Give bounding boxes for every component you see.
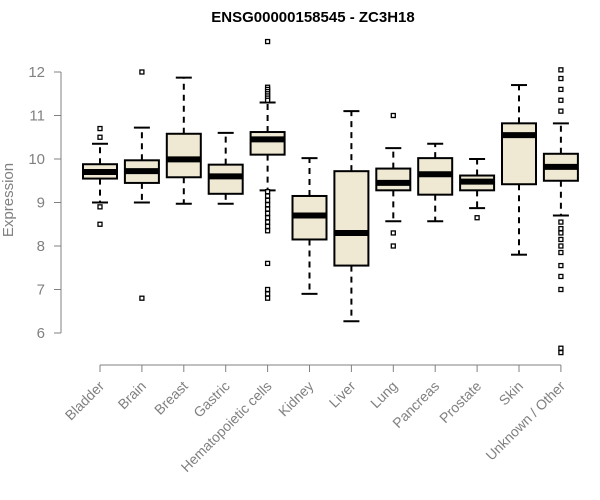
outlier-point [264,260,271,267]
box-group [501,84,537,256]
outlier-point [139,69,145,75]
outlier-point [558,286,564,293]
outlier-point [390,230,396,236]
y-tick-label: 7 [37,282,45,299]
box-iqr [375,167,412,192]
outlier-point [558,243,564,249]
outlier-point [558,249,564,256]
outlier-point [558,97,564,103]
box-group [375,112,412,249]
outlier-point [264,210,271,217]
box-group [333,110,370,323]
x-tick-label: Lung [367,378,400,411]
y-tick-label: 6 [37,325,45,342]
outlier-point [97,125,103,132]
box-group [249,38,286,301]
outlier-point [558,108,564,114]
boxes [82,38,579,356]
outlier-point [558,345,564,351]
y-tick-label: 9 [37,195,45,212]
outlier-point [264,223,271,230]
x-tick-label: Skin [496,378,527,409]
outlier-point [264,38,271,45]
outlier-point [264,291,271,297]
chart-title: ENSG00000158545 - ZC3H18 [211,9,414,26]
outlier-point [264,206,271,212]
box-group [459,158,496,221]
box-group [123,69,160,301]
outlier-point [264,295,271,301]
box-iqr [165,132,202,179]
outlier-point [558,75,564,82]
x-tick-label: Bladder [62,378,108,424]
x-tick-label: Breast [151,378,191,418]
outlier-point [558,230,564,236]
outlier-point [264,188,271,195]
box-iqr [249,131,286,156]
y-axis-label: Expression [0,163,17,237]
outlier-point [264,202,271,208]
outlier-point [558,67,564,73]
box-group [542,67,579,356]
outlier-point [264,193,271,199]
box-group [291,157,328,295]
outlier-point [264,219,271,225]
box-group [207,131,244,205]
outlier-point [264,197,271,203]
outlier-point [558,349,564,356]
y-tick-label: 12 [28,64,45,81]
box-iqr [333,170,370,267]
y-tick-label: 8 [37,238,45,255]
outlier-point [558,86,564,93]
outlier-point [390,243,396,249]
x-tick-label: Unknown / Other [482,378,568,464]
x-tick-label: Kidney [275,378,317,420]
x-tick-label: Brain [115,378,149,412]
outlier-point [558,236,564,243]
outlier-point [558,262,564,269]
outlier-point [558,225,564,232]
outlier-point [390,112,396,119]
y-tick-label: 10 [28,151,45,168]
x-tick-label: Prostate [436,378,484,426]
x-tick-label: Pancreas [389,378,442,431]
outlier-point [264,228,271,234]
outlier-point [97,204,103,210]
outlier-point [558,219,564,225]
outlier-point [97,221,103,227]
outlier-point [264,97,271,103]
outlier-point [264,215,271,221]
outlier-point [264,286,271,293]
y-axis: 6 7 8 9 10 11 12 [28,64,62,342]
outlier-point [97,134,103,140]
outlier-point [558,273,564,280]
outlier-point [139,295,145,301]
y-tick-label: 11 [29,108,45,125]
box-group [417,142,454,223]
x-tick-label: Liver [326,378,359,411]
box-group [165,76,202,205]
outlier-point [474,215,480,221]
box-group [82,125,118,227]
